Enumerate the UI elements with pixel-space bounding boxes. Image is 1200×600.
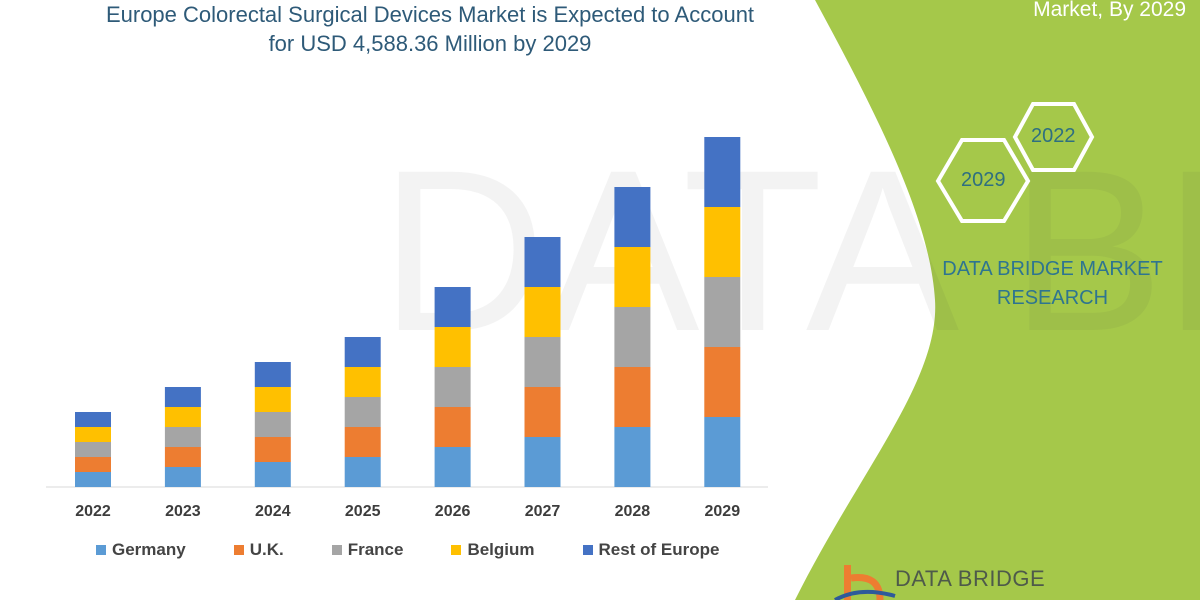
bar-segment-2029-u-k- bbox=[704, 347, 741, 417]
legend-item: U.K. bbox=[233, 540, 284, 560]
bar-segment-2028-u-k- bbox=[614, 367, 651, 427]
hex-2029 bbox=[935, 138, 1031, 223]
bar-segment-2028-france bbox=[614, 307, 651, 367]
hex-label-2029: 2029 bbox=[961, 169, 1006, 191]
bar-segment-2022-germany bbox=[75, 472, 111, 487]
legend-item: Belgium bbox=[451, 540, 535, 560]
legend-swatch bbox=[451, 545, 462, 555]
brand-line-2: RESEARCH bbox=[996, 287, 1109, 309]
bar-segment-2026-u-k- bbox=[434, 407, 471, 447]
x-tick-label: 2024 bbox=[255, 503, 291, 520]
legend-item: Germany bbox=[96, 540, 186, 560]
bar-segment-2022-france bbox=[75, 442, 111, 457]
bar-segment-2029-rest-of-europe bbox=[704, 137, 741, 207]
bar-segment-2029-france bbox=[704, 277, 741, 347]
hex-2022 bbox=[1012, 102, 1095, 172]
legend-label: U.K. bbox=[249, 540, 284, 559]
bar-segment-2028-germany bbox=[614, 427, 651, 487]
bar-segment-2023-rest-of-europe bbox=[164, 387, 201, 407]
bar-segment-2025-rest-of-europe bbox=[344, 337, 381, 367]
logo-icon bbox=[834, 565, 896, 600]
bar-segment-2025-u-k- bbox=[344, 427, 381, 457]
legend-swatch bbox=[582, 545, 593, 555]
bar-segment-2024-belgium bbox=[254, 387, 291, 412]
bar-segment-2025-germany bbox=[344, 457, 381, 487]
brand-text: DATA BRIDGE MARKET RESEARCH bbox=[915, 255, 1190, 313]
bar-segment-2026-rest-of-europe bbox=[434, 287, 471, 327]
bar-segment-2023-germany bbox=[164, 467, 201, 487]
title-line-2: for USD 4,588.36 Million by 2029 bbox=[268, 31, 592, 56]
bar-segment-2024-rest-of-europe bbox=[254, 362, 291, 387]
bar-segment-2026-france bbox=[434, 367, 471, 407]
bar-segment-2026-belgium bbox=[434, 327, 471, 367]
bar-segment-2022-belgium bbox=[75, 427, 111, 442]
bar-segment-2024-germany bbox=[254, 462, 291, 487]
bar-segment-2024-u-k- bbox=[254, 437, 291, 462]
legend-label: Rest of Europe bbox=[598, 540, 720, 559]
svg-text:DATA BRIDGE: DATA BRIDGE bbox=[380, 122, 1200, 379]
bar-segment-2023-france bbox=[164, 427, 201, 447]
x-tick-label: 2027 bbox=[524, 503, 561, 520]
legend-item: Rest of Europe bbox=[582, 540, 720, 560]
hex-label-2022: 2022 bbox=[1031, 125, 1076, 147]
bar-segment-2022-u-k- bbox=[75, 457, 111, 472]
x-tick-label: 2028 bbox=[614, 503, 651, 520]
bar-segment-2028-rest-of-europe bbox=[614, 187, 651, 247]
bar-segment-2029-belgium bbox=[704, 207, 741, 277]
x-tick-label: 2029 bbox=[704, 503, 741, 520]
x-tick-label: 2025 bbox=[344, 503, 381, 520]
bar-segment-2023-belgium bbox=[164, 407, 201, 427]
bar-segment-2025-france bbox=[344, 397, 381, 427]
legend-label: France bbox=[347, 540, 404, 559]
legend-label: Germany bbox=[112, 540, 186, 559]
bar-segment-2027-germany bbox=[524, 437, 561, 487]
bar-segment-2027-rest-of-europe bbox=[524, 237, 561, 287]
brand-line-1: DATA BRIDGE MARKET bbox=[942, 258, 1163, 280]
watermark: DATA BRIDGE bbox=[380, 122, 1200, 379]
x-tick-label: 2023 bbox=[165, 503, 201, 520]
chart-title: Europe Colorectal Surgical Devices Marke… bbox=[60, 0, 800, 58]
legend-label: Belgium bbox=[467, 540, 535, 559]
bar-segment-2025-belgium bbox=[344, 367, 381, 397]
bar-segment-2022-rest-of-europe bbox=[75, 412, 111, 427]
x-tick-label: 2022 bbox=[75, 503, 111, 520]
bar-segment-2027-france bbox=[524, 337, 561, 387]
legend: Germany U.K. France Belgium Rest of Europe bbox=[96, 540, 767, 560]
right-title: Market, By 2029 bbox=[1033, 0, 1186, 21]
bar-segment-2029-germany bbox=[704, 417, 741, 487]
bar-segment-2023-u-k- bbox=[164, 447, 201, 467]
green-side-panel bbox=[795, 0, 1200, 600]
bar-segment-2028-belgium bbox=[614, 247, 651, 307]
x-tick-label: 2026 bbox=[434, 503, 471, 520]
legend-item: France bbox=[331, 540, 404, 560]
title-line-1: Europe Colorectal Surgical Devices Marke… bbox=[105, 2, 755, 27]
bar-segment-2027-belgium bbox=[524, 287, 561, 337]
legend-swatch bbox=[96, 545, 106, 555]
bars bbox=[75, 137, 741, 487]
legend-swatch bbox=[331, 545, 342, 555]
bar-segment-2026-germany bbox=[434, 447, 471, 487]
bar-segment-2027-u-k- bbox=[524, 387, 561, 437]
logo-text: DATA BRIDGE bbox=[895, 566, 1046, 591]
bar-segment-2024-france bbox=[254, 412, 291, 437]
legend-swatch bbox=[233, 545, 244, 555]
